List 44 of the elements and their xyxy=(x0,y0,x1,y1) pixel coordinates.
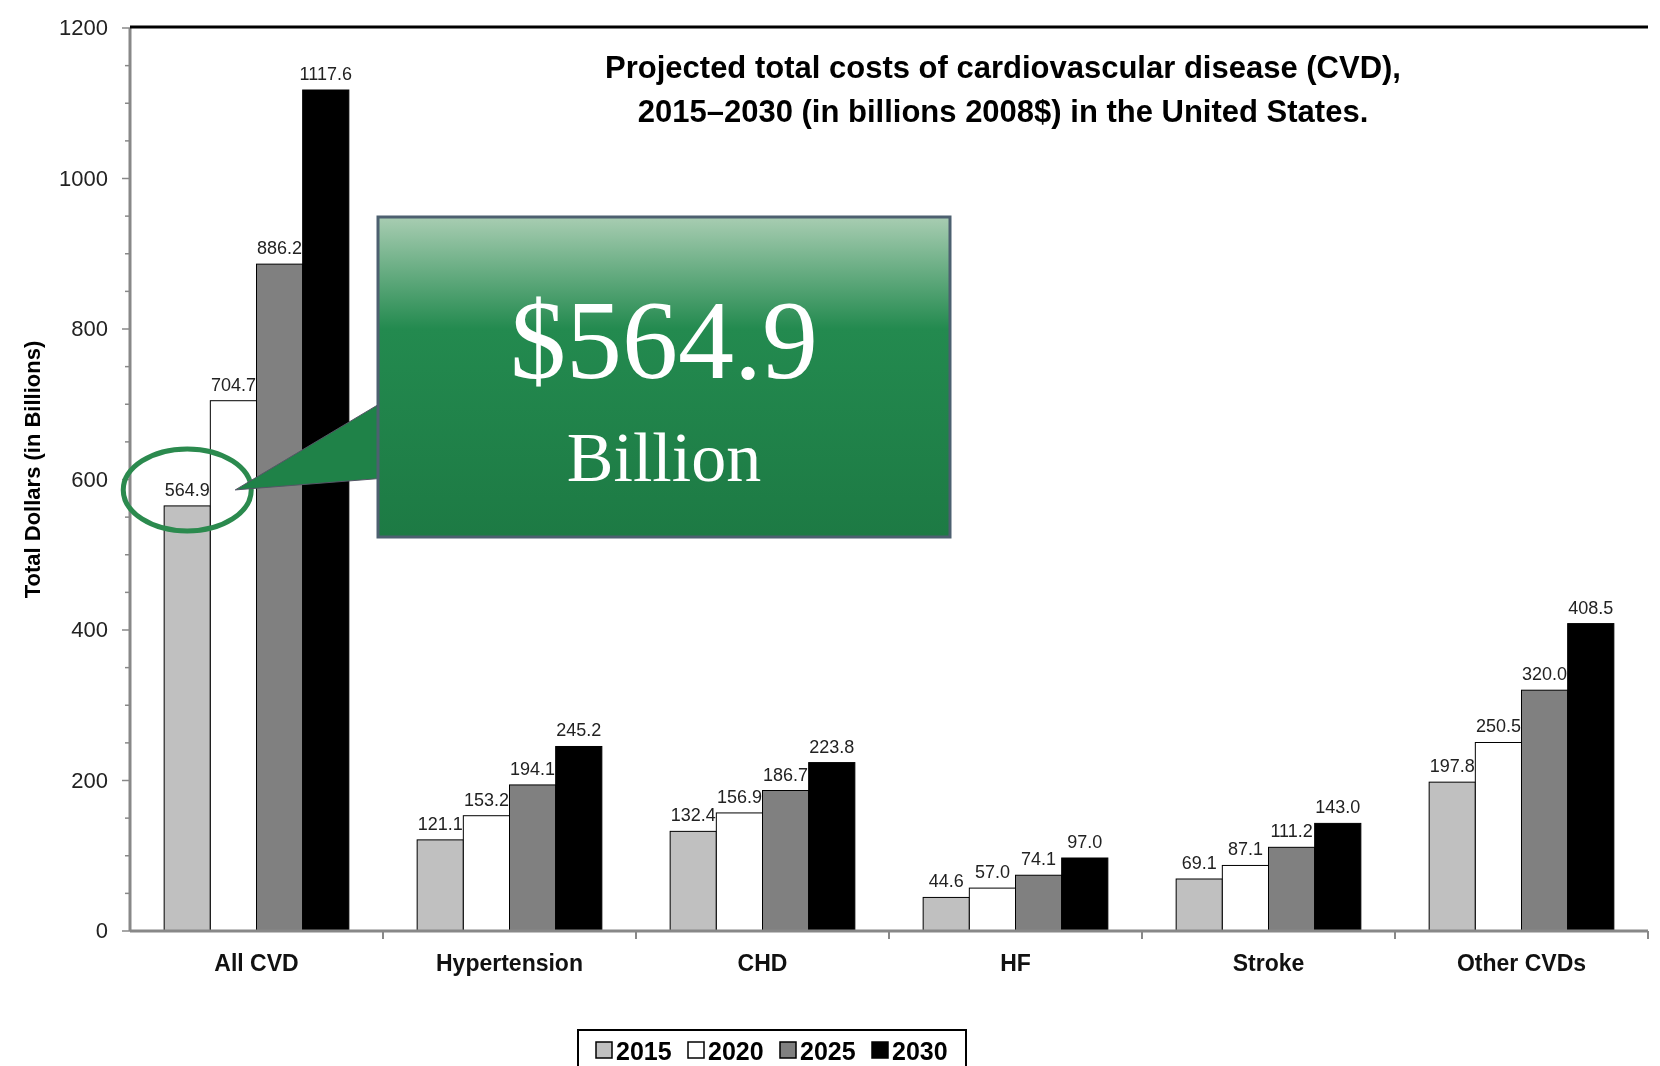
data-label: 74.1 xyxy=(1021,849,1057,870)
data-label: 143.0 xyxy=(1315,797,1361,818)
x-tick-label: Hypertension xyxy=(436,950,583,976)
x-tick-label: Stroke xyxy=(1232,950,1305,976)
data-label: 194.1 xyxy=(510,758,556,779)
data-label: 87.1 xyxy=(1227,839,1263,860)
y-tick-label: 200 xyxy=(71,767,108,793)
data-label: 250.5 xyxy=(1475,716,1521,737)
y-axis-title: Total Dollars (in Billions) xyxy=(20,340,45,599)
data-label: 121.1 xyxy=(417,813,463,834)
data-label: 97.0 xyxy=(1067,832,1103,853)
y-tick-label: 400 xyxy=(71,617,108,642)
data-label: 111.2 xyxy=(1270,821,1313,842)
y-tick-label: 1000 xyxy=(59,165,108,191)
y-tick-label: 800 xyxy=(71,316,108,341)
data-label: 245.2 xyxy=(556,720,602,741)
data-label: 223.8 xyxy=(809,736,855,757)
annotation: $564.9 Billion xyxy=(510,278,818,496)
legend-label: 2030 xyxy=(892,1037,948,1065)
x-tick-label: HF xyxy=(1000,950,1031,976)
data-label: 44.6 xyxy=(928,871,964,892)
data-label: 197.8 xyxy=(1429,756,1475,777)
legend-label: 2020 xyxy=(708,1037,764,1065)
y-tick-label: 1200 xyxy=(59,15,108,40)
data-label: 156.9 xyxy=(716,786,762,807)
y-tick-label: 600 xyxy=(71,466,108,492)
data-label: 408.5 xyxy=(1568,597,1614,618)
x-tick-label: CHD xyxy=(737,950,788,976)
data-label: 704.7 xyxy=(210,374,256,395)
data-label: 132.4 xyxy=(670,805,716,826)
data-label: 1117.6 xyxy=(299,64,352,85)
x-tick-label: Other CVDs xyxy=(1456,950,1587,976)
data-label: 886.2 xyxy=(257,238,303,259)
y-tick-label: 0 xyxy=(95,918,108,943)
data-label: 69.1 xyxy=(1181,853,1217,873)
data-label: 153.2 xyxy=(463,789,509,810)
data-label: 564.9 xyxy=(164,479,210,500)
legend-label: 2025 xyxy=(800,1037,856,1065)
data-label: 320.0 xyxy=(1522,664,1568,685)
data-label: 186.7 xyxy=(763,764,809,785)
legend-label: 2015 xyxy=(616,1037,672,1065)
data-label: 57.0 xyxy=(974,862,1010,883)
text: Projected total costs of cardiovascular disease (CVD), 2015–2030 (in billions 2008$) in the United States. xyxy=(605,50,1401,129)
x-tick-label: All CVD xyxy=(214,950,299,976)
